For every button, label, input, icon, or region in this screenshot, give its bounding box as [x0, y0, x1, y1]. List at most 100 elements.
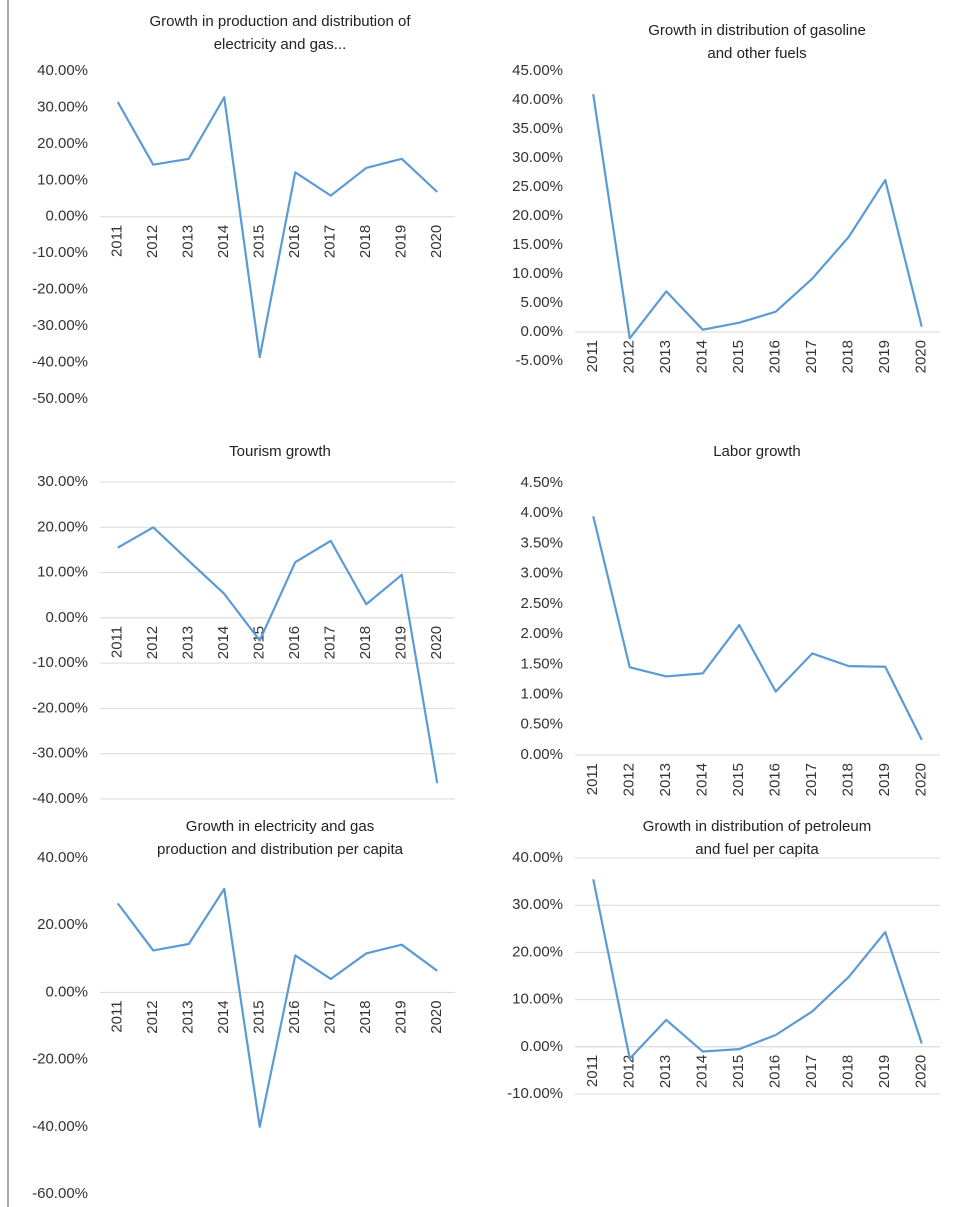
x-tick-label: 2019: [393, 626, 410, 659]
y-tick-label: 1.00%: [520, 686, 563, 703]
x-tick-label: 2014: [215, 225, 232, 258]
y-tick-label: 30.00%: [37, 98, 88, 115]
y-tick-label: 0.00%: [520, 1038, 563, 1055]
x-tick-label: 2012: [621, 1055, 638, 1088]
y-tick-label: -10.00%: [32, 654, 88, 671]
x-tick-label: 2011: [584, 340, 601, 372]
x-tick-label: 2015: [730, 340, 747, 373]
y-tick-label: 0.50%: [520, 716, 563, 733]
y-tick-label: 20.00%: [37, 135, 88, 152]
x-tick-label: 2014: [694, 340, 711, 373]
y-tick-label: 0.00%: [45, 983, 88, 1000]
x-tick-label: 2017: [322, 1000, 339, 1033]
y-tick-label: -5.00%: [515, 352, 563, 369]
y-tick-label: 10.00%: [512, 991, 563, 1008]
x-tick-label: 2011: [109, 225, 126, 257]
y-tick-label: -40.00%: [32, 790, 88, 807]
y-tick-label: -10.00%: [507, 1085, 563, 1102]
x-tick-label: 2013: [180, 225, 197, 258]
x-tick-label: 2012: [621, 763, 638, 796]
chart-title: production and distribution per capita: [157, 841, 404, 858]
data-line: [116, 96, 439, 359]
y-tick-label: -20.00%: [32, 281, 88, 298]
x-tick-label: 2020: [913, 340, 930, 373]
x-tick-label: 2011: [584, 1055, 601, 1087]
y-tick-label: -10.00%: [32, 244, 88, 261]
x-tick-label: 2015: [251, 225, 268, 258]
y-tick-label: 30.00%: [37, 473, 88, 490]
chart-title: Labor growth: [713, 443, 801, 460]
y-tick-label: 2.00%: [520, 625, 563, 642]
x-tick-label: 2018: [357, 225, 374, 258]
x-tick-label: 2016: [286, 626, 303, 659]
x-tick-label: 2014: [694, 763, 711, 796]
y-tick-label: -30.00%: [32, 317, 88, 334]
y-tick-label: 2.50%: [520, 595, 563, 612]
x-tick-label: 2018: [357, 1000, 374, 1033]
x-tick-label: 2017: [803, 1055, 820, 1088]
x-tick-label: 2015: [730, 1055, 747, 1088]
x-tick-label: 2017: [322, 225, 339, 258]
x-tick-label: 2013: [657, 763, 674, 796]
x-tick-label: 2019: [393, 225, 410, 258]
y-tick-label: 40.00%: [37, 849, 88, 866]
y-tick-label: 5.00%: [520, 294, 563, 311]
x-tick-label: 2016: [286, 1000, 303, 1033]
x-tick-label: 2018: [840, 340, 857, 373]
data-line: [592, 879, 923, 1060]
x-tick-label: 2020: [913, 763, 930, 796]
x-tick-label: 2016: [767, 1055, 784, 1088]
y-tick-label: 20.00%: [37, 518, 88, 535]
chart-title: Growth in distribution of petroleum: [643, 818, 871, 835]
y-tick-label: 0.00%: [520, 746, 563, 763]
x-tick-label: 2013: [180, 626, 197, 659]
x-tick-label: 2020: [428, 1000, 445, 1033]
data-line: [592, 94, 923, 340]
y-tick-label: -40.00%: [32, 1118, 88, 1135]
x-tick-label: 2020: [913, 1055, 930, 1088]
x-tick-label: 2015: [730, 763, 747, 796]
y-tick-label: 15.00%: [512, 236, 563, 253]
x-tick-label: 2012: [621, 340, 638, 373]
y-tick-label: -40.00%: [32, 354, 88, 371]
y-tick-label: 4.00%: [520, 504, 563, 521]
y-tick-label: -20.00%: [32, 1051, 88, 1068]
x-tick-label: 2015: [251, 1000, 268, 1033]
y-tick-label: 30.00%: [512, 896, 563, 913]
x-tick-label: 2013: [657, 1055, 674, 1088]
x-tick-label: 2013: [657, 340, 674, 373]
chart-title: and other fuels: [707, 45, 806, 62]
x-tick-label: 2017: [803, 763, 820, 796]
x-tick-label: 2013: [180, 1000, 197, 1033]
y-tick-label: -30.00%: [32, 745, 88, 762]
y-tick-label: 3.50%: [520, 534, 563, 551]
y-tick-label: 20.00%: [37, 916, 88, 933]
y-tick-label: -60.00%: [32, 1185, 88, 1202]
y-tick-label: -50.00%: [32, 390, 88, 407]
y-tick-label: -20.00%: [32, 699, 88, 716]
y-tick-label: 0.00%: [45, 609, 88, 626]
x-tick-label: 2014: [694, 1055, 711, 1088]
y-tick-label: 3.00%: [520, 565, 563, 582]
y-tick-label: 30.00%: [512, 149, 563, 166]
y-tick-label: 40.00%: [512, 91, 563, 108]
x-tick-label: 2016: [286, 225, 303, 258]
x-tick-label: 2012: [144, 1000, 161, 1033]
x-tick-label: 2012: [144, 225, 161, 258]
x-tick-label: 2020: [428, 225, 445, 258]
y-tick-label: 0.00%: [45, 208, 88, 225]
chart-title: Growth in electricity and gas: [186, 818, 374, 835]
y-tick-label: 40.00%: [512, 849, 563, 866]
x-tick-label: 2019: [876, 1055, 893, 1088]
y-tick-label: 10.00%: [37, 171, 88, 188]
y-tick-label: 20.00%: [512, 943, 563, 960]
x-tick-label: 2014: [215, 626, 232, 659]
y-tick-label: 35.00%: [512, 120, 563, 137]
y-tick-label: 20.00%: [512, 207, 563, 224]
x-tick-label: 2011: [109, 626, 126, 658]
y-tick-label: 40.00%: [37, 62, 88, 79]
x-tick-label: 2011: [584, 763, 601, 795]
chart-title: Growth in distribution of gasoline: [648, 22, 866, 39]
x-tick-label: 2016: [767, 763, 784, 796]
